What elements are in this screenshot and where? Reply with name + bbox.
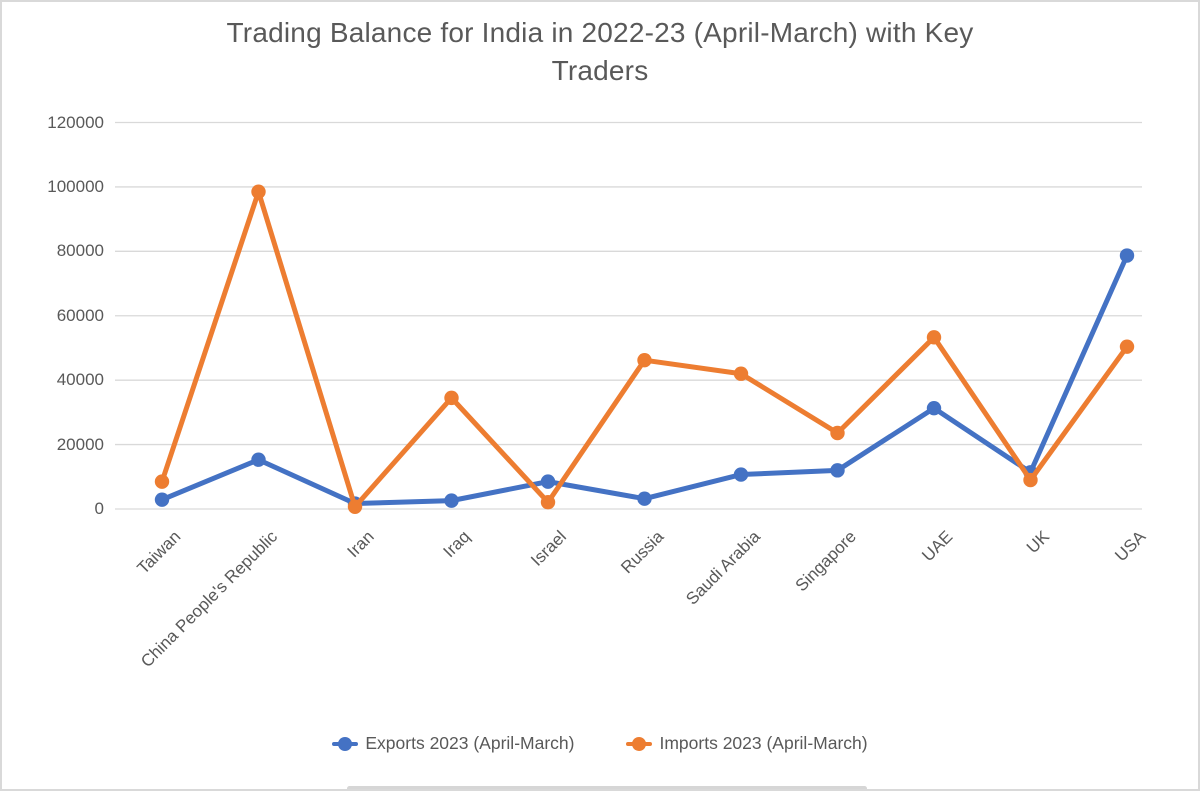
legend-item-exports-2023-april-march: Exports 2023 (April-March) xyxy=(332,733,574,754)
data-point-exports-2023-april-march xyxy=(251,452,266,467)
y-axis-tick-label: 60000 xyxy=(56,305,104,325)
data-point-exports-2023-april-march xyxy=(1119,248,1135,263)
data-point-imports-2023-april-march xyxy=(154,474,170,489)
data-point-imports-2023-april-march xyxy=(1119,339,1135,354)
chart-title-line-1: Trading Balance for India in 2022-23 (Ap… xyxy=(226,17,974,48)
data-point-exports-2023-april-march xyxy=(540,474,556,489)
data-point-imports-2023-april-march xyxy=(830,425,845,441)
chart-title: Trading Balance for India in 2022-23 (Ap… xyxy=(2,14,1198,90)
y-axis-tick-label: 40000 xyxy=(56,370,104,390)
y-axis-tick-label: 0 xyxy=(94,499,104,518)
data-point-exports-2023-april-march xyxy=(926,400,942,416)
data-point-exports-2023-april-march xyxy=(830,463,845,478)
legend-label: Imports 2023 (April-March) xyxy=(659,733,868,753)
data-point-exports-2023-april-march xyxy=(154,492,170,507)
y-axis-tick-label: 20000 xyxy=(56,434,104,454)
data-point-imports-2023-april-march xyxy=(1023,472,1038,488)
chart-title-line-2: Traders xyxy=(551,55,649,86)
data-point-exports-2023-april-march xyxy=(637,491,652,506)
y-axis-tick-label: 120000 xyxy=(47,112,104,132)
data-point-imports-2023-april-march xyxy=(251,184,266,199)
legend-label: Exports 2023 (April-March) xyxy=(365,733,575,753)
data-point-imports-2023-april-march xyxy=(540,495,556,510)
legend-marker-icon xyxy=(626,736,653,751)
data-point-exports-2023-april-march xyxy=(733,467,749,482)
y-axis-tick-label: 80000 xyxy=(56,241,104,261)
data-point-imports-2023-april-march xyxy=(637,352,652,368)
series-line-imports-2023-april-march xyxy=(159,189,1130,510)
legend-item-imports-2023-april-march: Imports 2023 (April-March) xyxy=(626,733,868,754)
horizontal-scrollbar[interactable] xyxy=(347,786,867,789)
data-point-imports-2023-april-march xyxy=(926,330,942,345)
data-point-imports-2023-april-march xyxy=(347,499,363,514)
data-point-imports-2023-april-march xyxy=(733,366,749,381)
legend-marker-icon xyxy=(332,736,359,751)
data-point-imports-2023-april-march xyxy=(444,390,459,406)
data-point-exports-2023-april-march xyxy=(444,493,459,508)
y-axis-tick-label: 100000 xyxy=(47,176,104,196)
legend: Exports 2023 (April-March) Imports 2023 (… xyxy=(2,733,1198,754)
